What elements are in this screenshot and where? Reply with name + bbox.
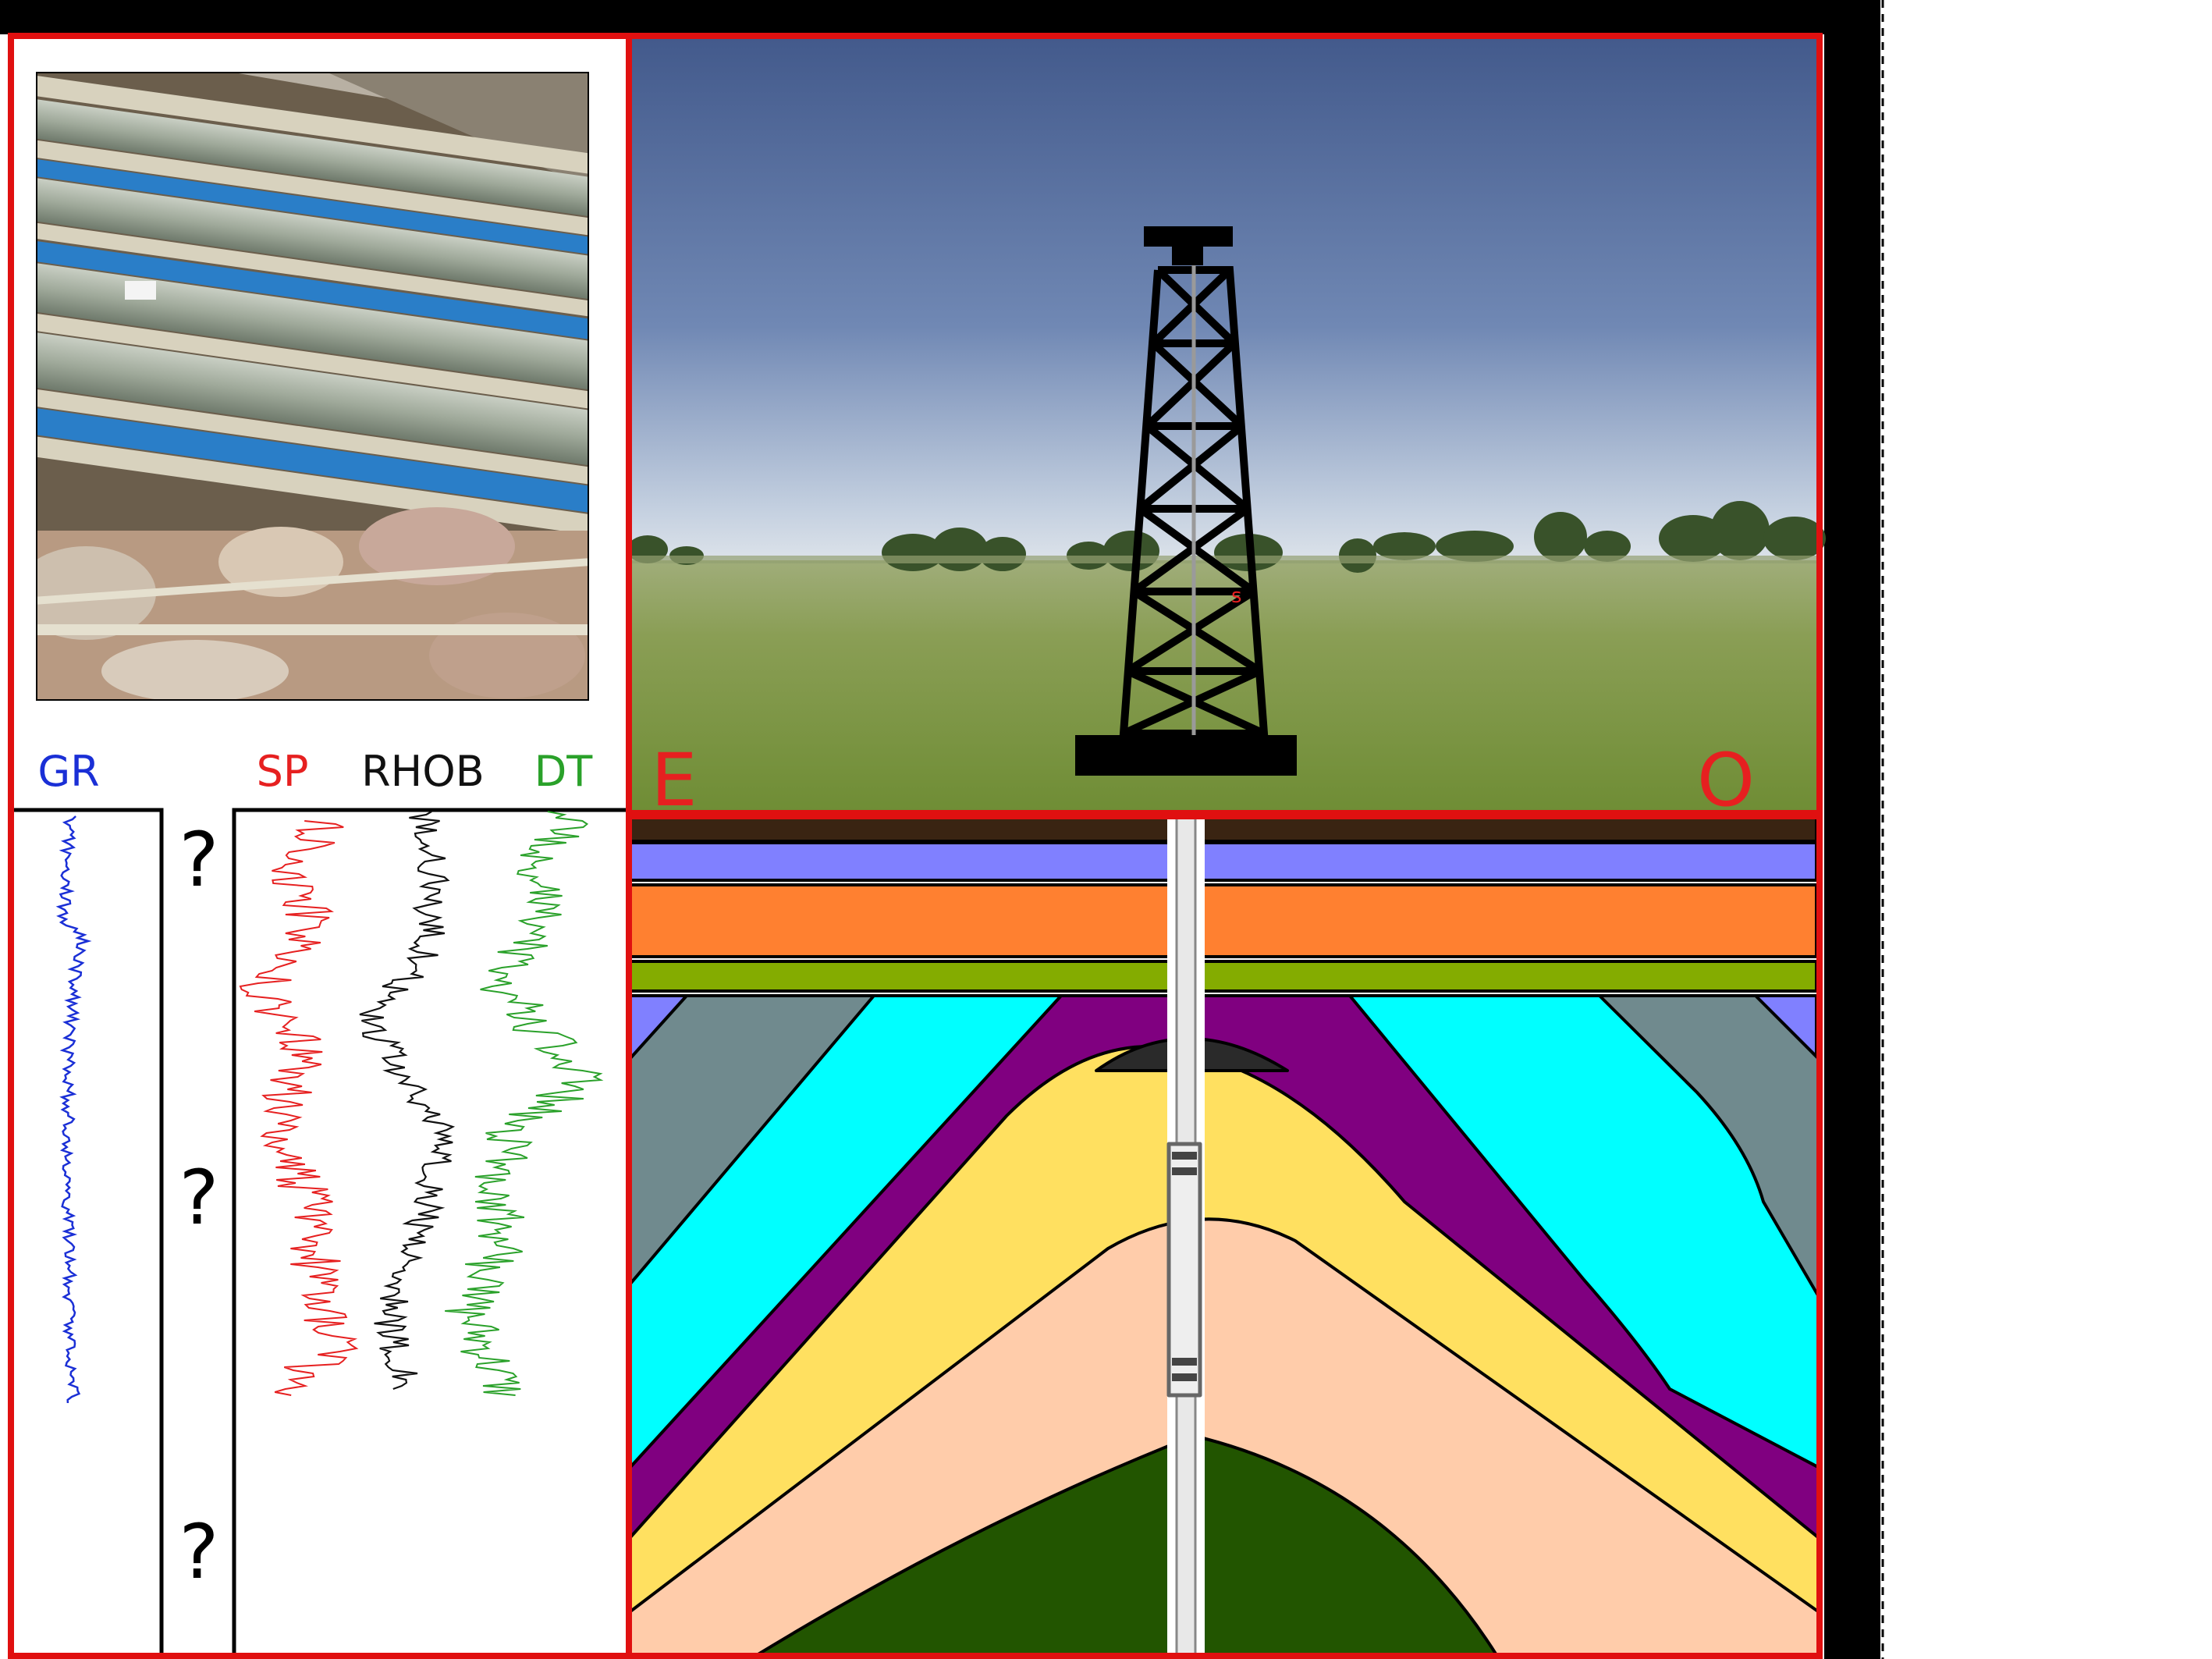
- derrick: [1075, 226, 1297, 776]
- sp-label: SP: [257, 747, 309, 796]
- gr-label: GR: [37, 747, 99, 796]
- unknown-mark: ?: [179, 1508, 219, 1596]
- dt-label: DT: [534, 747, 594, 796]
- core-photo: [37, 73, 588, 700]
- derrick-base: [1075, 735, 1297, 776]
- unknown-mark: ?: [179, 1154, 219, 1242]
- logging-tool: [1166, 1142, 1202, 1398]
- multi-track-border: [232, 808, 629, 1657]
- gr-curve: [55, 815, 92, 1404]
- sp-curve: [239, 820, 359, 1396]
- rhob-label: RHOB: [361, 747, 485, 796]
- layer-lavender: [630, 841, 1816, 882]
- derrick-marker: s: [1231, 584, 1242, 608]
- layer-topsoil: [630, 819, 1816, 843]
- layer-olive: [630, 960, 1816, 993]
- direction-left: E: [651, 738, 697, 823]
- unknown-track: ? ? ?: [179, 816, 219, 1596]
- rhob-curve: [359, 811, 456, 1391]
- dt-curve: [445, 811, 604, 1396]
- right-black-band: [1824, 0, 1880, 1659]
- layer-orange: [630, 883, 1816, 958]
- core-photo-border: [36, 72, 589, 701]
- unknown-mark: ?: [179, 816, 219, 904]
- gr-track-border: [14, 808, 164, 1657]
- derrick-crown: [1144, 226, 1233, 247]
- top-black-band: [0, 0, 1880, 34]
- panel-frames: [8, 33, 1823, 1659]
- derrick-crown-block: [1172, 247, 1203, 265]
- cross-section: [630, 819, 1816, 1657]
- section-frame: [626, 813, 1823, 1659]
- layer-peach: [630, 1217, 1816, 1657]
- direction-right: O: [1697, 738, 1755, 823]
